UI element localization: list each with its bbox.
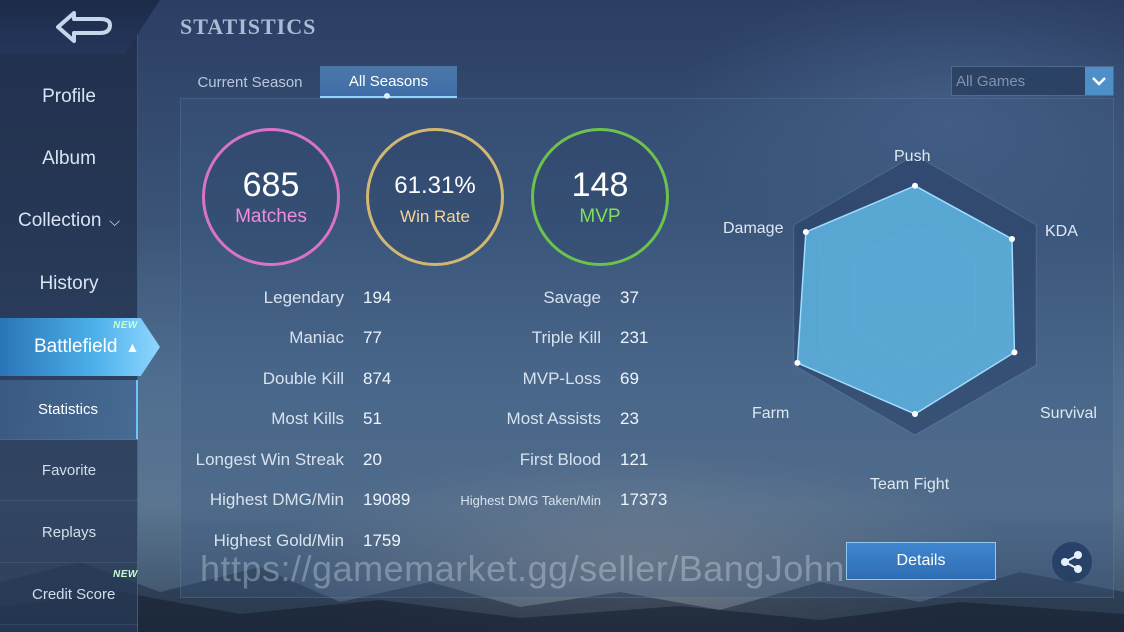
stat-value-legendary: 194 <box>363 288 392 307</box>
game-mode-select[interactable]: All Games <box>951 66 1114 96</box>
radar-point-push <box>912 182 918 189</box>
stat-value-triple-kill: 231 <box>620 328 649 347</box>
sidebar-item-label: Battlefield <box>34 336 118 357</box>
sidebar-item-label: Credit Score <box>32 586 116 603</box>
page-title: STATISTICS <box>180 14 317 39</box>
matches-label: Matches <box>235 206 307 227</box>
win-rate-ring: 61.31% Win Rate <box>366 128 504 266</box>
back-arrow-icon <box>56 11 112 43</box>
stat-label-maniac: Maniac <box>289 328 344 347</box>
radar-label-farm: Farm <box>752 405 790 422</box>
matches-value: 685 <box>242 166 300 204</box>
sidebar <box>0 0 138 632</box>
stat-value-highest-dmg-taken-min: 17373 <box>620 490 668 509</box>
chevron-down-icon <box>1085 67 1113 95</box>
sidebar-item-collection[interactable]: Collection ⌵ <box>0 195 138 247</box>
stat-value-savage: 37 <box>620 288 639 307</box>
win-rate-label: Win Rate <box>400 207 470 226</box>
tab-current-season[interactable]: Current Season <box>180 66 320 98</box>
sidebar-subitem-replays[interactable]: Replays <box>0 503 138 563</box>
radar-label-kda: KDA <box>1045 223 1078 240</box>
sidebar-subitem-credit-score[interactable]: Credit Score <box>0 565 138 625</box>
stat-label-most-assists: Most Assists <box>506 409 601 428</box>
select-value: All Games <box>956 72 1026 90</box>
stat-value-maniac: 77 <box>363 328 382 347</box>
mvp-value: 148 <box>571 166 629 204</box>
radar-label-push: Push <box>894 148 931 165</box>
sidebar-subitem-statistics[interactable]: Statistics <box>0 380 138 440</box>
sidebar-item-label: History <box>39 273 99 294</box>
stat-label-highest-dmg-min: Highest DMG/Min <box>209 490 344 509</box>
tab-label: Current Season <box>197 73 303 91</box>
chevron-up-icon: ▲ <box>125 339 140 355</box>
mvp-label: MVP <box>579 206 621 227</box>
stat-value-mvp-loss: 69 <box>620 369 639 388</box>
stat-value-first-blood: 121 <box>620 450 649 469</box>
stat-label-mvp-loss: MVP-Loss <box>522 369 601 388</box>
sidebar-item-album[interactable]: Album <box>0 133 138 185</box>
stat-label-highest-dmg-taken-min: Highest DMG Taken/Min <box>460 493 601 508</box>
radar-point-survival <box>1011 349 1018 356</box>
radar-point-farm <box>794 359 801 366</box>
sidebar-item-label: Profile <box>42 86 96 107</box>
share-button[interactable] <box>1052 542 1092 582</box>
sidebar-item-profile[interactable]: Profile <box>0 71 138 123</box>
radar-point-kda <box>1008 236 1015 242</box>
stat-label-most-kills: Most Kills <box>271 409 344 428</box>
stat-label-legendary: Legendary <box>263 288 344 307</box>
stat-value-highest-dmg-min: 19089 <box>363 490 411 509</box>
stat-value-highest-gold-min: 1759 <box>363 531 401 550</box>
active-tab-indicator <box>384 93 390 99</box>
tab-all-seasons[interactable]: All Seasons <box>320 66 457 99</box>
performance-radar-chart <box>793 154 1037 436</box>
matches-ring: 685 Matches <box>202 128 340 266</box>
radar-label-team-fight: Team Fight <box>870 476 950 493</box>
stat-value-most-kills: 51 <box>363 409 382 428</box>
stat-value-double-kill: 874 <box>363 369 392 388</box>
details-button-label: Details <box>896 552 946 569</box>
watermark-text: https://gamemarket.gg/seller/BangJohn <box>200 548 845 589</box>
chevron-down-icon: ⌵ <box>109 212 121 229</box>
tab-label: All Seasons <box>348 72 429 90</box>
sidebar-item-label: Album <box>42 148 96 169</box>
details-button[interactable]: Details <box>846 542 996 580</box>
win-rate-value: 61.31% <box>394 172 476 199</box>
sidebar-subitem-favorite[interactable]: Favorite <box>0 441 138 501</box>
stat-label-highest-gold-min: Highest Gold/Min <box>213 531 344 550</box>
sidebar-item-label: Statistics <box>37 401 98 418</box>
stat-label-first-blood: First Blood <box>519 450 601 469</box>
sidebar-item-label: Collection <box>17 210 102 231</box>
share-icon <box>1061 551 1082 573</box>
stat-label-longest-win-streak: Longest Win Streak <box>195 450 344 469</box>
radar-label-damage: Damage <box>723 220 784 237</box>
radar-point-damage <box>802 229 809 235</box>
sidebar-item-history[interactable]: History <box>0 258 138 310</box>
sidebar-item-battlefield[interactable]: Battlefield ▲ <box>0 318 160 376</box>
radar-point-team-fight <box>912 411 918 417</box>
stat-label-triple-kill: Triple Kill <box>531 328 601 347</box>
new-badge: NEW <box>113 320 138 331</box>
stat-value-most-assists: 23 <box>620 409 639 428</box>
sidebar-item-label: Replays <box>41 524 97 541</box>
new-badge: NEW <box>113 569 138 580</box>
radar-label-survival: Survival <box>1040 405 1097 422</box>
stat-value-longest-win-streak: 20 <box>363 450 382 469</box>
stat-label-savage: Savage <box>543 288 601 307</box>
stat-label-double-kill: Double Kill <box>262 369 344 388</box>
sidebar-item-label: Favorite <box>41 462 97 479</box>
mvp-ring: 148 MVP <box>531 128 669 266</box>
